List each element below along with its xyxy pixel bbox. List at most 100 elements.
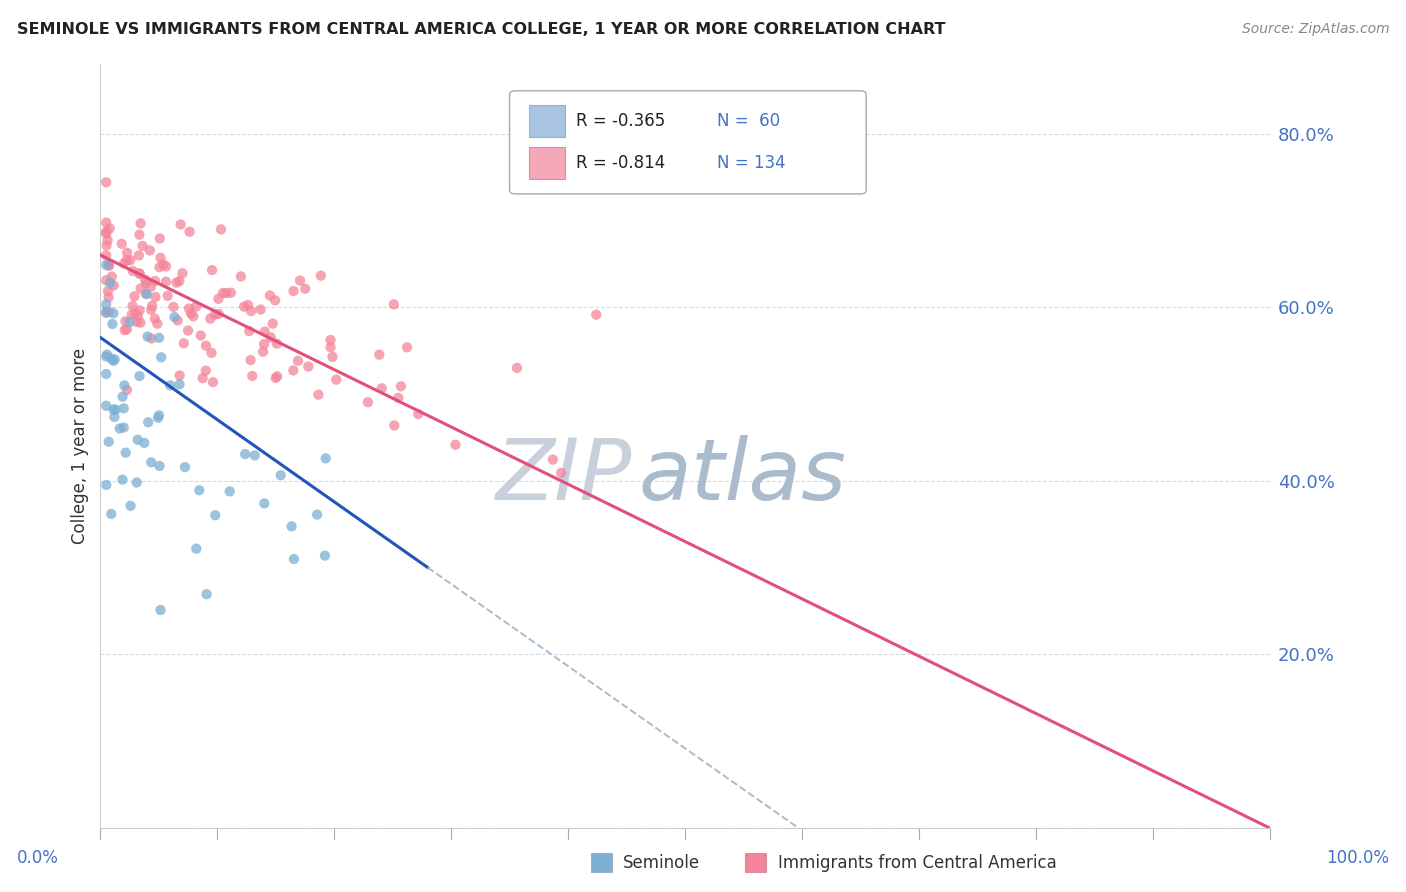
- Point: [96, 273, 118, 287]
- Point: [186, 541, 208, 556]
- Point: [444, 438, 467, 452]
- Point: [396, 340, 419, 354]
- Point: [195, 339, 218, 353]
- Point: [179, 225, 201, 239]
- Point: [169, 274, 191, 288]
- Point: [177, 301, 200, 316]
- Point: [200, 346, 222, 360]
- Point: [201, 263, 224, 277]
- Point: [233, 300, 256, 314]
- Point: [136, 415, 159, 429]
- Point: [115, 253, 138, 268]
- Point: [550, 466, 572, 480]
- Point: [240, 304, 263, 318]
- Point: [252, 344, 274, 359]
- Point: [357, 395, 380, 409]
- Point: [96, 258, 118, 272]
- Point: [100, 507, 122, 521]
- Point: [103, 278, 125, 293]
- Point: [111, 236, 134, 251]
- Point: [368, 348, 391, 362]
- Point: [183, 310, 205, 324]
- Point: [319, 333, 342, 347]
- Point: [146, 317, 169, 331]
- Point: [204, 308, 226, 322]
- Point: [149, 231, 172, 245]
- Point: [135, 277, 157, 291]
- Point: [195, 587, 218, 601]
- Point: [136, 329, 159, 343]
- Point: [165, 276, 187, 290]
- Point: [155, 260, 177, 274]
- Point: [212, 285, 235, 300]
- Point: [218, 484, 240, 499]
- Point: [243, 449, 266, 463]
- Point: [215, 286, 238, 301]
- Point: [169, 218, 191, 232]
- Point: [96, 297, 118, 311]
- Point: [177, 323, 200, 337]
- Point: [207, 292, 229, 306]
- Bar: [530, 104, 565, 136]
- Point: [163, 310, 186, 324]
- Point: [121, 307, 143, 321]
- Point: [382, 297, 405, 311]
- Point: [127, 433, 149, 447]
- Text: N =  60: N = 60: [717, 112, 780, 129]
- Point: [297, 359, 319, 374]
- Point: [112, 256, 135, 270]
- Point: [135, 287, 157, 301]
- Point: [101, 269, 124, 284]
- Point: [319, 340, 342, 354]
- Point: [139, 302, 162, 317]
- Point: [204, 508, 226, 523]
- Point: [371, 381, 394, 395]
- Point: [315, 451, 337, 466]
- Point: [141, 299, 163, 313]
- Point: [118, 315, 141, 329]
- Point: [264, 371, 287, 385]
- Point: [124, 307, 146, 321]
- Point: [108, 421, 131, 435]
- Point: [112, 420, 135, 434]
- Point: [166, 313, 188, 327]
- Point: [127, 309, 149, 323]
- Point: [128, 266, 150, 280]
- Point: [139, 280, 162, 294]
- Point: [97, 290, 120, 304]
- Point: [96, 248, 118, 262]
- Point: [190, 328, 212, 343]
- Point: [135, 286, 157, 301]
- Point: [125, 315, 148, 329]
- Point: [100, 351, 122, 366]
- Point: [148, 458, 170, 473]
- Point: [288, 273, 311, 287]
- FancyBboxPatch shape: [509, 91, 866, 194]
- Point: [96, 238, 118, 252]
- Point: [104, 402, 127, 417]
- Point: [389, 379, 412, 393]
- Point: [96, 306, 118, 320]
- Point: [114, 314, 136, 328]
- Point: [128, 303, 150, 318]
- Point: [103, 306, 125, 320]
- Text: atlas: atlas: [638, 435, 846, 518]
- Point: [141, 455, 163, 469]
- Point: [96, 175, 118, 189]
- Point: [194, 363, 217, 377]
- Point: [98, 259, 121, 273]
- Point: [264, 293, 287, 308]
- Point: [159, 378, 181, 392]
- Point: [134, 273, 156, 287]
- Point: [146, 410, 169, 425]
- Point: [114, 323, 136, 337]
- Point: [96, 225, 118, 239]
- Point: [121, 299, 143, 313]
- Point: [134, 436, 156, 450]
- Point: [101, 317, 124, 331]
- Point: [97, 284, 120, 298]
- Text: Immigrants from Central America: Immigrants from Central America: [778, 854, 1056, 871]
- Point: [125, 475, 148, 490]
- Point: [103, 353, 125, 368]
- Point: [541, 452, 564, 467]
